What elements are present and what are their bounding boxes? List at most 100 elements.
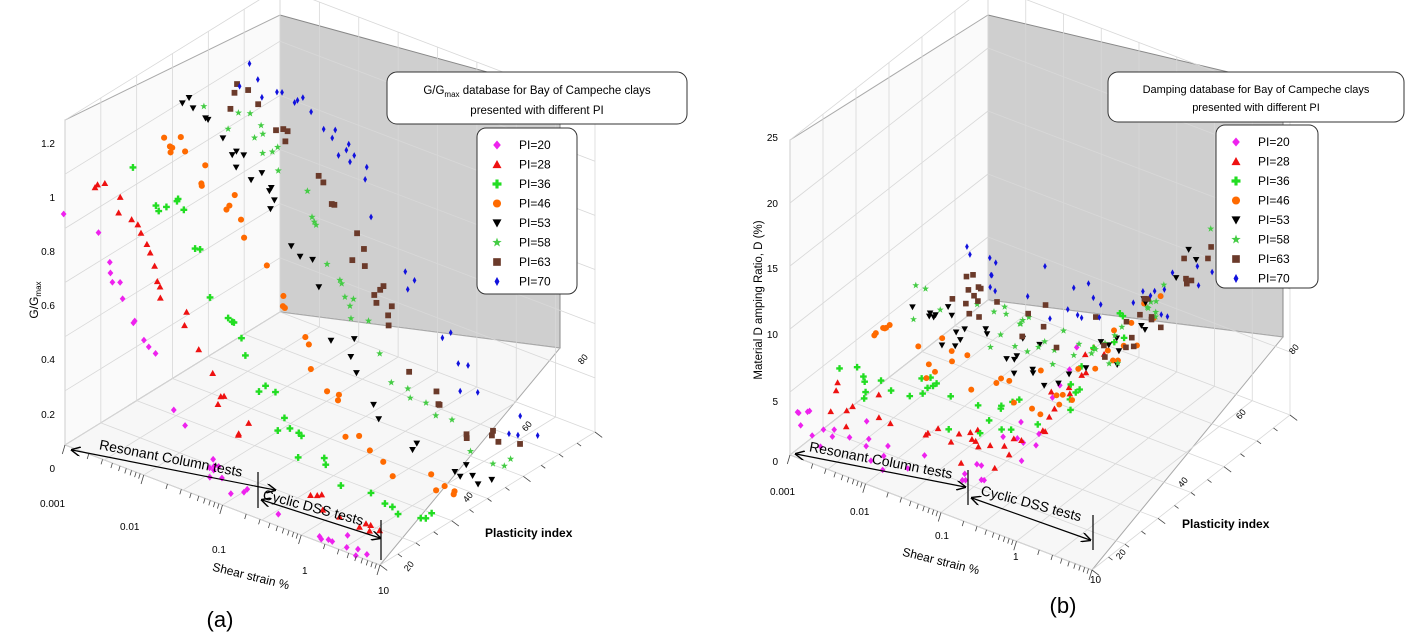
data-point	[912, 281, 920, 289]
x-tick-mark	[1002, 536, 1006, 542]
data-point	[948, 312, 956, 319]
data-point	[116, 193, 124, 200]
data-point	[887, 387, 895, 394]
x-tick-mark	[916, 503, 919, 509]
data-point	[1041, 337, 1049, 345]
data-point	[973, 300, 981, 308]
data-point	[347, 354, 355, 361]
legend-marker	[1231, 176, 1241, 186]
data-point	[860, 395, 868, 402]
legend-label: PI=28	[1258, 155, 1290, 169]
x-tick-mark	[138, 473, 141, 479]
data-point	[809, 432, 815, 439]
data-point	[926, 310, 934, 317]
data-point	[1102, 354, 1108, 360]
grid-line	[987, 299, 1291, 416]
grid-line	[136, 400, 452, 522]
panel-b-y-tick: 10	[767, 330, 779, 341]
data-point	[987, 343, 994, 351]
legend-label: PI=63	[519, 255, 551, 269]
data-point	[458, 387, 463, 395]
data-point	[988, 283, 992, 291]
data-point	[146, 249, 154, 256]
x-tick-mark	[365, 560, 369, 566]
panel-a-title-line2: presented with different PI	[470, 105, 603, 117]
legend-label: PI=46	[519, 197, 551, 211]
data-point	[955, 430, 963, 437]
data-point	[1065, 306, 1070, 313]
data-point	[1181, 255, 1187, 262]
x-tick-mark	[1082, 567, 1086, 573]
data-point	[952, 329, 960, 336]
data-point	[341, 293, 349, 300]
data-point	[346, 302, 354, 309]
data-point	[1075, 365, 1082, 372]
data-point	[948, 348, 955, 355]
data-point	[1188, 277, 1195, 284]
data-point	[166, 143, 174, 150]
x-tick-mark	[833, 472, 836, 478]
panel-a-x-tick: 10	[378, 586, 390, 597]
data-point	[280, 89, 284, 96]
data-point	[972, 437, 979, 444]
data-point	[263, 262, 270, 269]
panel-b-y-tick: 20	[767, 199, 779, 210]
data-point	[1185, 246, 1192, 253]
data-point	[298, 432, 305, 440]
data-point	[507, 430, 511, 438]
panel-b-legend-box	[1215, 124, 1319, 289]
data-point	[975, 298, 981, 304]
data-point	[1141, 326, 1149, 333]
x-tick-mark	[961, 521, 965, 527]
data-point	[231, 191, 238, 199]
data-point	[1025, 293, 1030, 300]
data-point	[310, 218, 318, 225]
data-point	[975, 284, 982, 290]
data-point	[354, 230, 360, 237]
x-tick-mark	[124, 468, 127, 474]
data-point	[1157, 324, 1164, 331]
data-point	[1148, 316, 1155, 323]
data-point	[232, 164, 240, 171]
data-point	[1013, 353, 1021, 360]
data-point	[834, 379, 841, 386]
data-point	[109, 278, 116, 286]
panel-b-z-tick: 20	[1114, 547, 1128, 561]
data-point	[961, 326, 968, 333]
legend-label: PI=70	[519, 275, 551, 289]
data-point	[1053, 392, 1060, 399]
panel-b-y-tick: 25	[767, 133, 779, 144]
data-point	[933, 380, 940, 387]
data-point	[237, 82, 242, 90]
data-point	[1010, 435, 1018, 442]
data-point	[130, 319, 137, 327]
data-point	[167, 149, 174, 156]
x-tick-mark	[129, 470, 132, 476]
data-point	[321, 125, 326, 133]
data-point	[1035, 343, 1042, 350]
panel-b-y-tick: 15	[767, 264, 779, 275]
x-tick-mark	[935, 511, 938, 517]
data-point	[156, 294, 164, 301]
data-point	[1073, 344, 1080, 351]
data-point	[155, 207, 163, 215]
data-point	[352, 152, 357, 159]
data-point	[106, 258, 113, 266]
data-point	[376, 349, 384, 357]
data-point	[202, 115, 209, 122]
data-point	[945, 426, 953, 433]
data-point	[993, 287, 997, 295]
data-point	[1025, 313, 1033, 321]
z-tick-mark	[541, 464, 546, 469]
data-point	[861, 378, 868, 386]
data-point	[117, 278, 123, 286]
data-point	[922, 285, 929, 292]
data-point	[998, 426, 1005, 433]
data-point	[336, 276, 344, 284]
panel-a-z-tick: 20	[402, 559, 416, 573]
data-point	[915, 343, 922, 350]
data-point	[968, 251, 972, 258]
data-point	[1105, 342, 1113, 349]
x-tick-mark	[376, 564, 381, 576]
data-point	[967, 429, 974, 436]
